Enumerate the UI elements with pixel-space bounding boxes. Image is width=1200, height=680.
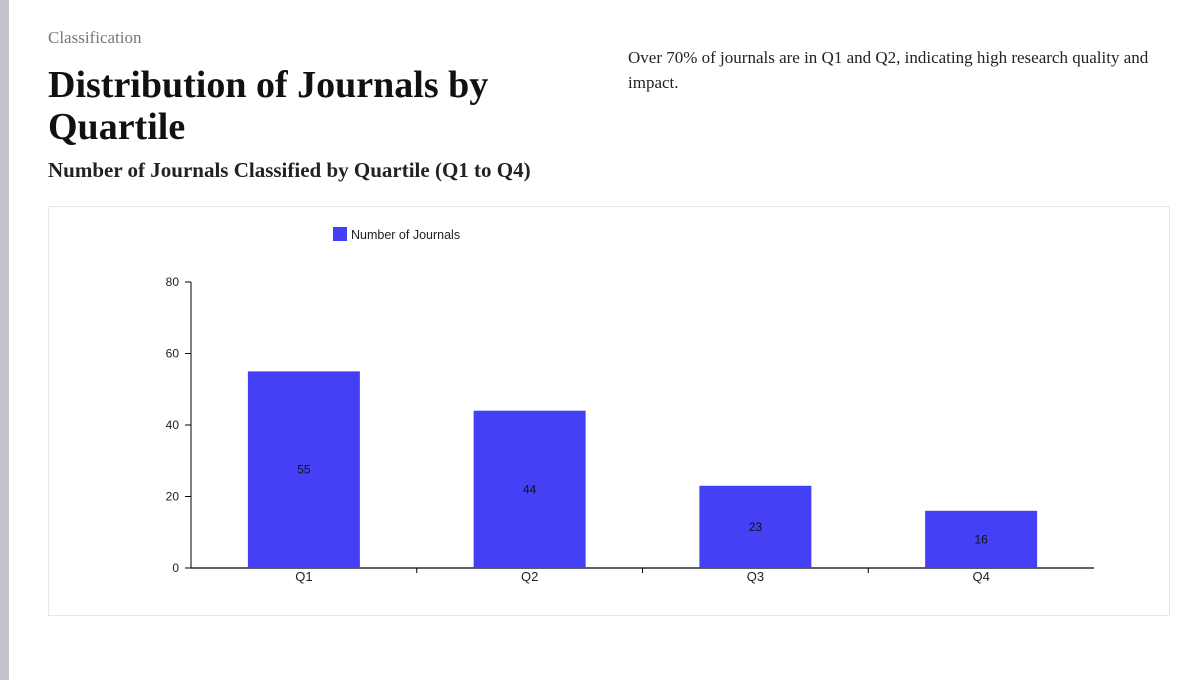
data-label: 23 bbox=[749, 520, 763, 534]
bar-q4 bbox=[925, 510, 1038, 568]
x-tick-label: Q3 bbox=[747, 569, 764, 584]
bar-q2 bbox=[473, 410, 586, 568]
left-edge-rail bbox=[0, 0, 9, 680]
bar-q3 bbox=[699, 485, 812, 568]
x-tick-label: Q1 bbox=[295, 569, 312, 584]
insight-text: Over 70% of journals are in Q1 and Q2, i… bbox=[628, 48, 1149, 92]
data-label: 16 bbox=[974, 532, 988, 546]
data-label: 44 bbox=[523, 482, 537, 496]
x-tick-label: Q2 bbox=[521, 569, 538, 584]
page-title: Distribution of Journals by Quartile bbox=[48, 64, 489, 148]
y-tick-label: 0 bbox=[172, 561, 179, 575]
legend-swatch bbox=[333, 227, 347, 241]
legend-label: Number of Journals bbox=[351, 228, 460, 242]
bar-chart: Number of Journals 0 20 40 60 80 55 Q1 44 Q2 23 Q3 1… bbox=[166, 227, 1094, 584]
bar-q1 bbox=[247, 371, 360, 568]
section-kicker: Classification bbox=[48, 28, 142, 47]
x-tick-label: Q4 bbox=[972, 569, 989, 584]
y-tick-label: 60 bbox=[166, 347, 180, 361]
y-tick-label: 20 bbox=[166, 490, 180, 504]
y-tick-label: 80 bbox=[166, 275, 180, 289]
y-tick-label: 40 bbox=[166, 418, 180, 432]
page-subtitle: Number of Journals Classified by Quartil… bbox=[48, 158, 531, 182]
data-label: 55 bbox=[297, 463, 311, 477]
chart-card: Number of Journals 0 20 40 60 80 55 Q1 44 Q2 23 Q3 1… bbox=[48, 206, 1170, 616]
